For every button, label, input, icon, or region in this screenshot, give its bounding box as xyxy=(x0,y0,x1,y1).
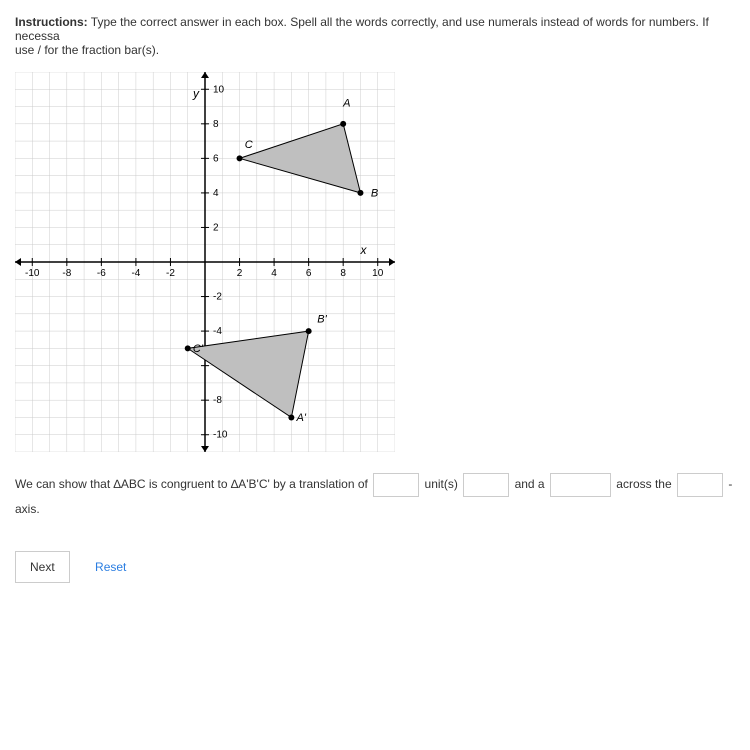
svg-text:2: 2 xyxy=(237,268,243,279)
svg-text:10: 10 xyxy=(372,268,384,279)
svg-text:B: B xyxy=(371,187,378,199)
fill-sentence: We can show that ∆ABC is congruent to ∆A… xyxy=(15,472,735,521)
svg-text:x: x xyxy=(359,243,367,257)
instructions-block: Instructions: Type the correct answer in… xyxy=(15,15,735,57)
svg-text:-10: -10 xyxy=(25,268,40,279)
blank-1-units[interactable] xyxy=(373,473,419,497)
coordinate-graph: -10-8-6-4-2246810108642-2-4-6-8-10xyABCA… xyxy=(15,72,395,452)
svg-text:4: 4 xyxy=(271,268,277,279)
svg-text:C': C' xyxy=(193,343,204,355)
svg-text:-6: -6 xyxy=(97,268,106,279)
svg-text:8: 8 xyxy=(213,119,219,130)
svg-text:-8: -8 xyxy=(62,268,71,279)
blank-3-transformation[interactable] xyxy=(550,473,611,497)
svg-text:-10: -10 xyxy=(213,430,228,441)
reset-button[interactable]: Reset xyxy=(81,552,140,582)
svg-text:A: A xyxy=(342,98,350,110)
svg-text:B': B' xyxy=(317,313,327,325)
svg-text:y: y xyxy=(192,86,200,100)
svg-text:-8: -8 xyxy=(213,395,222,406)
blank-2-direction[interactable] xyxy=(463,473,509,497)
svg-text:2: 2 xyxy=(213,222,219,233)
sentence-part-4: across the xyxy=(616,477,675,491)
svg-text:C: C xyxy=(245,139,253,151)
svg-text:10: 10 xyxy=(213,84,225,95)
sentence-part-1: We can show that ∆ABC is congruent to ∆A… xyxy=(15,477,371,491)
instructions-text-2: use / for the fraction bar(s). xyxy=(15,43,159,57)
svg-text:-2: -2 xyxy=(166,268,175,279)
blank-4-axis[interactable] xyxy=(677,473,723,497)
svg-text:6: 6 xyxy=(306,268,312,279)
instructions-label: Instructions: xyxy=(15,15,88,29)
sentence-part-3: and a xyxy=(515,477,548,491)
instructions-text-1: Type the correct answer in each box. Spe… xyxy=(15,15,709,43)
sentence-part-2: unit(s) xyxy=(425,477,462,491)
next-button[interactable]: Next xyxy=(15,551,70,583)
svg-text:-4: -4 xyxy=(213,326,222,337)
svg-text:A': A' xyxy=(296,412,307,424)
svg-text:4: 4 xyxy=(213,188,219,199)
svg-text:-2: -2 xyxy=(213,292,222,303)
button-row: Next Reset xyxy=(15,551,735,583)
svg-text:-4: -4 xyxy=(131,268,140,279)
svg-text:8: 8 xyxy=(340,268,346,279)
svg-text:6: 6 xyxy=(213,153,219,164)
